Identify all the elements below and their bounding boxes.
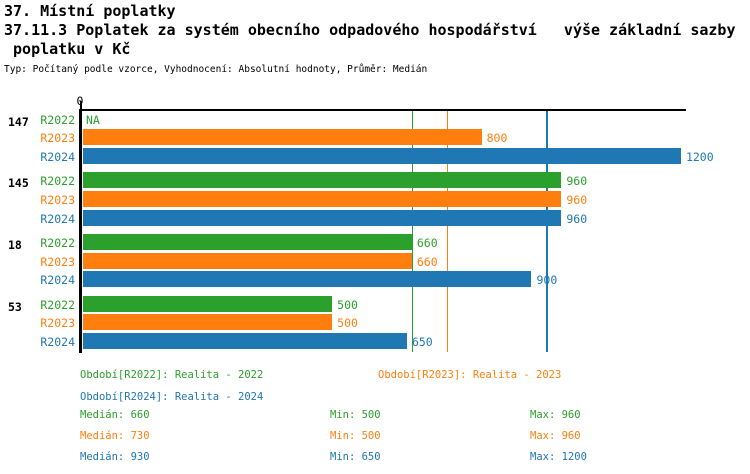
bar-value-label: 900 [536,273,558,288]
stat-min-r2023: Min: 500 [330,430,381,442]
bar-value-label: 960 [566,211,588,226]
bar-r2024 [83,147,681,164]
group-label: 145 [8,176,29,191]
legend-item-r2024: Období[R2024]: Realita - 2024 [80,391,264,403]
stat-median-r2024: Medián: 930 [80,451,150,463]
row-label-r2023: R2023 [40,131,75,146]
group-label: 53 [8,299,22,314]
group-label: 147 [8,114,29,129]
median-gridline-r2023 [446,111,449,352]
stat-max-r2023: Max: 960 [530,430,581,442]
stat-min-r2022: Min: 500 [330,409,381,421]
legend-item-r2022: Období[R2022]: Realita - 2022 [80,369,264,381]
page-title: 37. Místní poplatky [4,2,176,20]
page-subtitle-line2: poplatku v Kč [4,40,131,58]
row-label-r2024: R2024 [40,335,75,349]
bar-r2024 [83,271,532,288]
legend-item-r2023: Období[R2023]: Realita - 2023 [378,369,562,381]
stat-max-r2022: Max: 960 [530,409,581,421]
row-label-r2023: R2023 [40,254,75,269]
row-label-r2024: R2024 [40,273,75,288]
bar-value-label: 660 [416,235,438,250]
median-gridline-r2024 [546,111,548,352]
bar-r2023 [83,252,412,269]
y-axis-line [79,110,82,353]
bar-value-label: 960 [566,192,588,207]
bar-value-label: 500 [337,297,358,312]
x-axis-tick [79,101,82,110]
bar-r2023 [83,129,482,146]
stat-median-r2022: Medián: 660 [80,409,150,421]
bar-r2022 [83,172,562,189]
bar-r2023 [83,314,333,331]
row-label-r2023: R2023 [40,192,75,207]
na-value-label: NA [86,112,100,127]
page-subtitle-line1: 37.11.3 Poplatek za systém obecního odpa… [4,21,736,39]
row-label-r2022: R2022 [40,235,75,250]
bar-value-label: 660 [416,254,438,269]
bar-r2024 [83,209,562,226]
bar-value-label: 650 [411,335,433,349]
row-label-r2024: R2024 [40,149,75,164]
bar-r2024 [83,333,407,349]
row-label-r2024: R2024 [40,211,75,226]
median-gridline-r2022 [411,111,414,352]
row-label-r2022: R2022 [40,174,75,189]
bar-r2022 [83,233,412,250]
bar-r2022 [83,295,333,312]
x-axis-line [79,109,686,111]
row-label-r2023: R2023 [40,316,75,331]
bar-value-label: 960 [566,174,588,189]
group-label: 18 [8,237,22,252]
bar-value-label: 500 [337,316,358,331]
bar-value-label: 1200 [685,149,714,164]
row-label-r2022: R2022 [40,297,75,312]
chart-meta: Typ: Počítaný podle vzorce, Vyhodnocení:… [4,64,428,75]
stat-max-r2024: Max: 1200 [530,451,587,463]
bar-r2023 [83,190,562,207]
stat-min-r2024: Min: 650 [330,451,381,463]
bar-value-label: 800 [486,131,508,146]
stat-median-r2023: Medián: 730 [80,430,150,442]
row-label-r2022: R2022 [40,112,75,127]
